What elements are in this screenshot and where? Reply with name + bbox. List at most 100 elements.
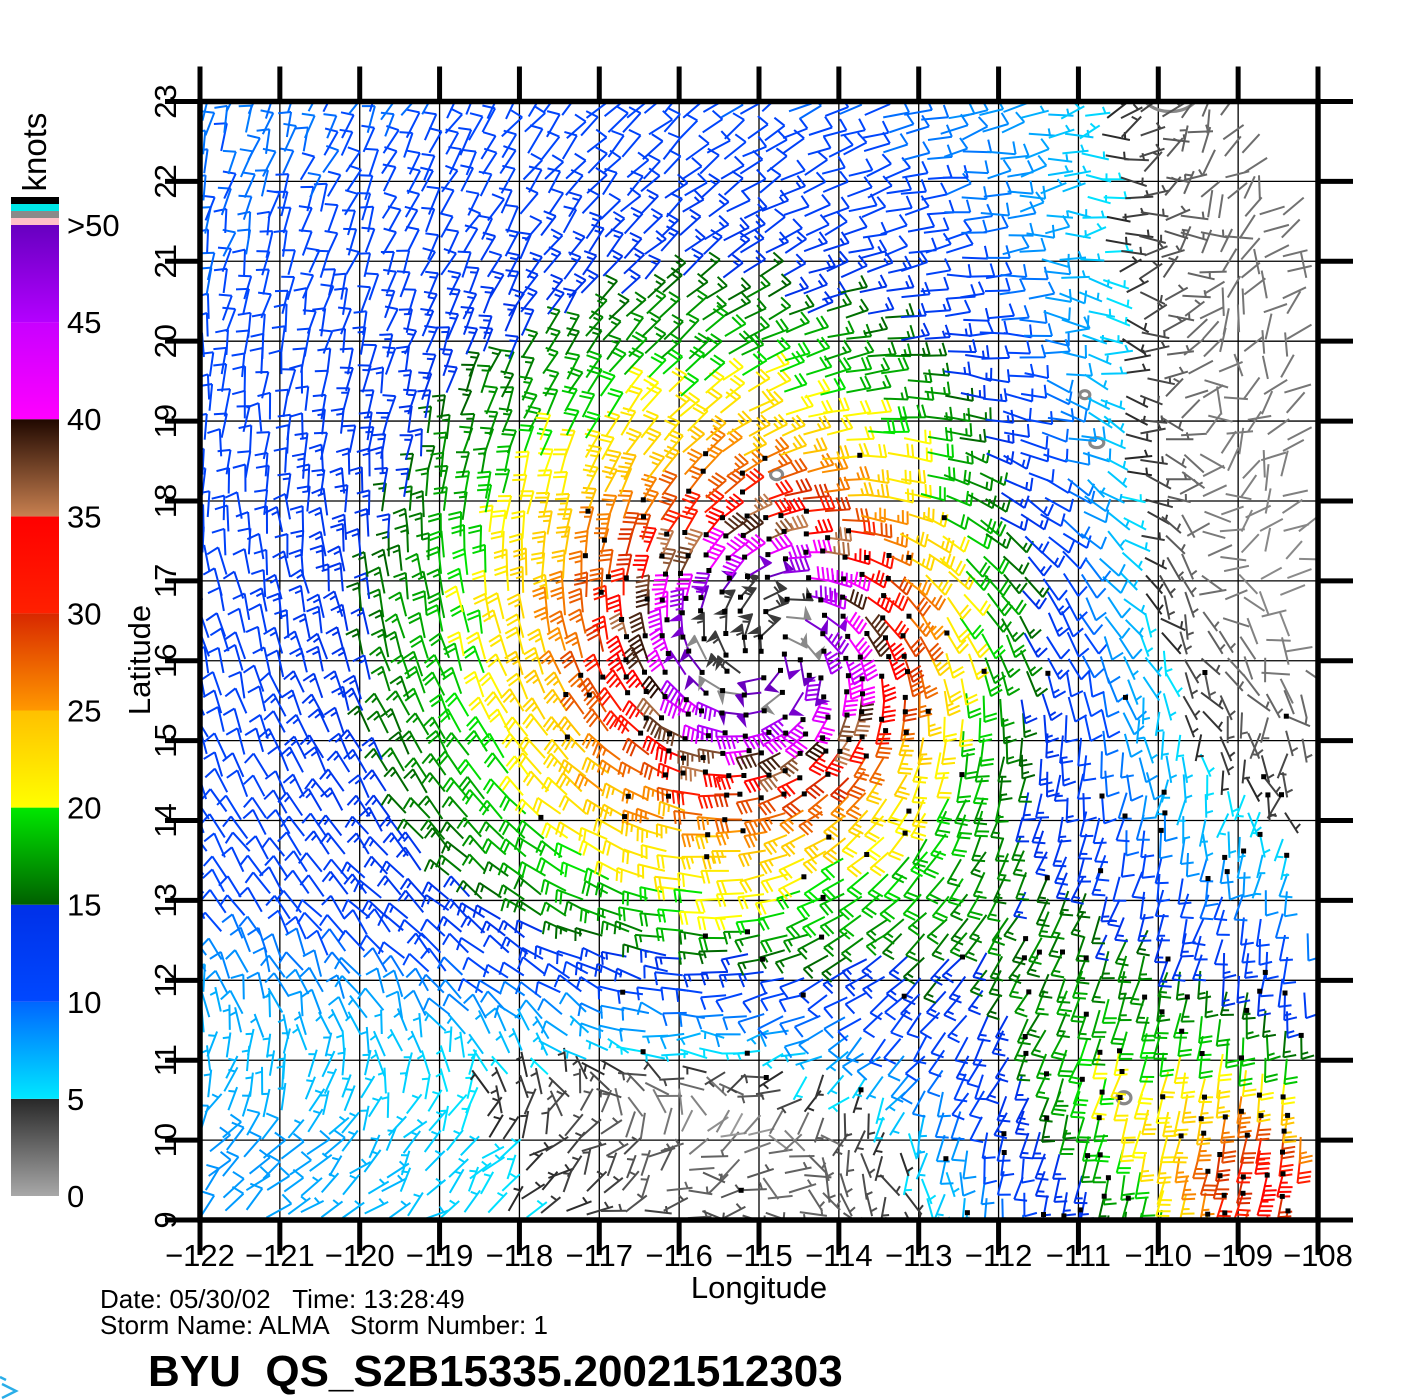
wind-barb	[1300, 1035, 1315, 1060]
rain-flag	[724, 792, 730, 798]
wind-barb	[264, 855, 289, 878]
wind-barb	[246, 1108, 261, 1136]
wind-barb	[409, 634, 429, 659]
wind-barb	[381, 192, 398, 219]
wind-barb	[545, 273, 564, 301]
wind-barb	[380, 707, 402, 733]
wind-barb	[1219, 528, 1245, 533]
wind-barb	[743, 433, 768, 457]
wind-barb	[363, 343, 378, 372]
wind-barb	[540, 901, 567, 917]
wind-barb	[781, 218, 803, 241]
wind-barb	[1178, 226, 1192, 253]
wind-barb	[356, 447, 371, 477]
wind-barb	[585, 350, 603, 379]
wind-barb	[521, 1181, 546, 1200]
wind-barb	[926, 258, 952, 276]
wind-barb	[881, 694, 896, 724]
wind-barb	[888, 955, 909, 981]
wind-barb	[573, 1068, 582, 1094]
wind-barb	[842, 611, 868, 635]
colorbar-tick-label: >50	[67, 208, 120, 243]
wind-barb	[441, 796, 469, 818]
wind-barb	[1215, 1154, 1231, 1183]
wind-barb	[743, 196, 768, 220]
wind-barb	[328, 1115, 350, 1135]
rain-flag	[738, 1187, 744, 1193]
wind-barb	[427, 512, 442, 538]
wind-barb	[699, 1047, 723, 1057]
wind-barb	[490, 1055, 509, 1075]
wind-barb	[889, 1111, 906, 1136]
wind-barb	[533, 606, 551, 634]
wind-barb	[634, 807, 664, 824]
wind-barb	[1019, 1132, 1034, 1160]
wind-barb	[407, 1030, 422, 1054]
wind-barb	[265, 1193, 293, 1219]
wind-barb	[225, 1055, 239, 1079]
wind-barb	[568, 550, 583, 578]
rain-flag	[1280, 1149, 1285, 1155]
wind-barb	[246, 402, 263, 432]
wind-barb	[421, 206, 436, 233]
wind-barb	[527, 100, 540, 118]
y-tick-label: 16	[148, 644, 183, 678]
wind-barb	[1280, 855, 1290, 881]
wind-barb	[273, 447, 288, 473]
rain-flag	[703, 451, 709, 457]
wind-barb	[480, 285, 495, 314]
wind-barb	[515, 819, 545, 840]
wind-barb	[559, 692, 585, 715]
wind-barb	[488, 346, 502, 372]
wind-barb	[964, 160, 990, 175]
wind-barb	[421, 445, 436, 472]
wind-barb	[839, 1192, 856, 1217]
wind-barb	[907, 369, 933, 384]
wind-barb	[403, 989, 427, 1016]
rain-flag	[1241, 848, 1247, 854]
wind-barb	[463, 224, 479, 253]
wind-barb	[600, 1203, 627, 1212]
wind-barb	[442, 777, 470, 800]
wind-barb	[1088, 308, 1116, 318]
wind-barb	[399, 877, 427, 900]
wind-barb	[1103, 636, 1124, 661]
wind-barb	[1117, 971, 1132, 1000]
wind-barb	[566, 1196, 592, 1212]
wind-barb	[504, 228, 520, 257]
wind-barb	[591, 615, 609, 640]
wind-barb	[962, 1150, 977, 1180]
wind-barb	[981, 345, 1011, 360]
rain-flag	[681, 755, 686, 761]
wind-barb	[1213, 896, 1228, 921]
wind-barb	[368, 646, 391, 672]
wind-barb	[724, 291, 752, 317]
wind-barb	[1054, 856, 1069, 886]
wind-barb	[569, 1015, 590, 1034]
wind-barb	[1241, 288, 1245, 315]
wind-barb	[201, 788, 228, 813]
rain-flag	[1041, 1212, 1046, 1217]
wind-barb	[228, 670, 246, 699]
wind-barb	[258, 866, 284, 893]
wind-barb	[607, 105, 629, 133]
wind-barb	[384, 613, 406, 639]
wind-barb	[784, 341, 811, 362]
wind-barb	[900, 250, 929, 273]
wind-barb	[644, 230, 667, 255]
wind-barb	[1079, 1191, 1094, 1221]
wind-barb	[388, 1200, 411, 1219]
rain-flag	[722, 730, 728, 736]
wind-barb	[308, 506, 326, 536]
wind-barb	[1276, 1173, 1293, 1198]
wind-barb	[440, 666, 463, 695]
wind-barb	[1125, 229, 1154, 239]
wind-barb	[300, 1197, 325, 1213]
wind-barb	[689, 1167, 715, 1171]
wind-barb	[1227, 446, 1240, 472]
wind-barb	[618, 1027, 646, 1042]
wind-barb	[887, 797, 904, 827]
wind-barb	[808, 566, 835, 583]
wind-barb	[418, 973, 445, 994]
wind-barb	[1091, 1009, 1107, 1038]
